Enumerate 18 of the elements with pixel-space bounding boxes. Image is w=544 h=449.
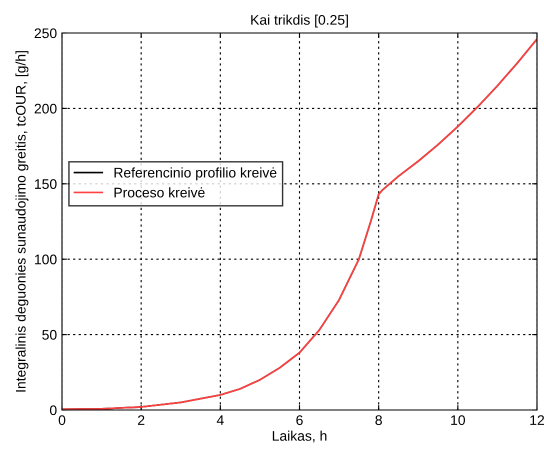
x-tick-label: 10 bbox=[451, 415, 466, 426]
x-tick-label: 2 bbox=[138, 415, 144, 425]
y-tick-label: 250 bbox=[34, 28, 57, 38]
x-tick-label: 0 bbox=[58, 415, 66, 426]
x-tick-label: 12 bbox=[530, 415, 544, 425]
x-axis-title: Laikas, h bbox=[272, 430, 326, 442]
x-tick-label: 8 bbox=[375, 415, 382, 426]
chart-title: Kai trikdis [0.25] bbox=[251, 14, 348, 28]
y-tick-label: 0 bbox=[50, 405, 57, 416]
y-tick-label: 200 bbox=[34, 104, 57, 114]
x-tick-label: 6 bbox=[296, 415, 303, 426]
y-tick-label: 150 bbox=[35, 179, 57, 189]
x-tick-label: 4 bbox=[216, 415, 224, 425]
legend-label: Referencinio profilio kreivė bbox=[114, 167, 276, 180]
y-tick-label: 100 bbox=[35, 254, 57, 264]
y-tick-label: 50 bbox=[42, 330, 57, 340]
legend-label: Proceso kreivė bbox=[114, 187, 205, 198]
y-axis-title: Integralinis deguonies sunaudojimo greitis, tcOUR, [g/h] bbox=[15, 51, 28, 392]
